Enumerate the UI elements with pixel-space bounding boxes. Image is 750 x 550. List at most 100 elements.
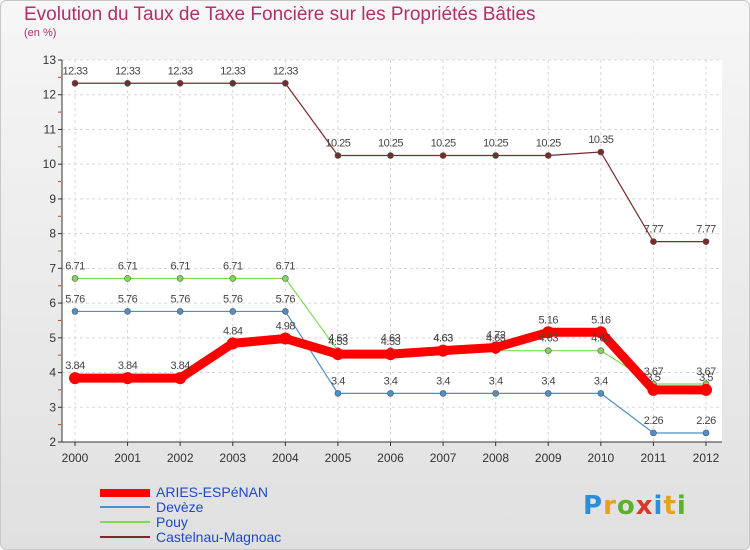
data-point [71,308,79,315]
data-point [542,326,555,339]
data-label: 3.4 [489,375,503,387]
y-tick-label: 4 [49,366,56,380]
data-label: 2.26 [696,415,716,427]
legend-label-aries: ARIES-ESPéNAN [156,484,269,500]
data-point [176,308,184,315]
legend-swatch-castelnau [100,536,150,538]
data-label: 3.5 [699,372,713,384]
data-point [331,348,344,361]
data-point [489,341,502,354]
data-label: 6.71 [223,260,243,272]
data-label: 4.63 [433,333,453,345]
y-tick-label: 8 [49,227,56,241]
chart-title: Evolution du Taux de Taxe Foncière sur l… [24,4,536,25]
y-tick-label: 6 [49,296,56,310]
legend-label-castelnau: Castelnau-Magnoac [156,529,282,545]
data-label: 12.33 [168,65,193,77]
y-tick-label: 10 [43,157,57,171]
x-tick-label: 2007 [430,451,457,465]
data-label: 10.35 [588,134,613,146]
data-label: 4.63 [539,333,559,345]
y-tick-label: 12 [43,88,57,102]
legend-label-pouy: Pouy [156,514,188,530]
data-label: 10.25 [431,138,456,150]
data-label: 4.53 [328,336,348,348]
legend-label-deveze: Devèze [156,499,204,515]
data-label: 12.33 [115,65,140,77]
data-point [437,344,450,357]
data-label: 5.76 [65,293,85,305]
data-point [597,148,605,156]
legend-item-pouy: Pouy [100,515,360,530]
data-label: 3.84 [170,360,190,372]
data-point [544,390,552,397]
data-label: 5.76 [170,293,190,305]
data-point [334,390,342,397]
data-label: 12.33 [62,65,87,77]
x-tick-label: 2004 [272,451,299,465]
data-label: 3.4 [384,375,398,387]
legend-swatch-deveze [100,506,150,508]
data-point [650,429,657,437]
proxiti-logo: Proxiti [583,491,687,521]
data-label: 5.16 [591,314,611,326]
data-label: 7.77 [696,224,716,236]
data-point [492,390,499,397]
x-tick-label: 2000 [62,451,89,465]
data-point [439,152,447,159]
x-tick-label: 2003 [219,451,246,465]
data-label: 3.84 [65,360,85,372]
x-tick-label: 2002 [167,451,194,465]
data-label: 2.26 [644,415,664,427]
data-point [387,152,394,159]
data-point [176,275,184,282]
data-point [384,348,397,361]
data-point [279,332,292,345]
data-label: 4.63 [486,333,506,345]
data-point [544,152,552,159]
data-point [597,347,605,354]
data-label: 10.25 [325,138,350,150]
data-point [71,275,79,282]
data-point [174,372,187,385]
data-label: 3.5 [647,372,661,384]
data-point [282,308,289,315]
y-tick-label: 5 [49,331,56,345]
chart-subtitle: (en %) [24,27,57,39]
x-tick-label: 2012 [693,451,720,465]
legend-item-deveze: Devèze [100,500,360,515]
data-point [124,79,131,87]
data-label: 5.76 [118,293,138,305]
data-label: 4.63 [433,333,453,345]
x-tick-label: 2009 [535,451,562,465]
data-label: 5.76 [276,293,296,305]
data-label: 3.4 [541,375,555,387]
data-point [544,347,552,354]
data-label: 10.25 [483,138,508,150]
data-point [334,152,342,159]
data-point [71,79,79,87]
x-tick-label: 2008 [482,451,509,465]
y-tick-label: 13 [43,53,57,67]
legend-swatch-aries [100,489,150,497]
data-point [597,390,605,397]
legend: ARIES-ESPéNAN Devèze Pouy Castelnau-Magn… [100,485,360,545]
data-point [439,390,447,397]
legend-item-castelnau: Castelnau-Magnoac [100,530,360,545]
data-label: 4.84 [223,325,243,337]
data-point [594,326,607,339]
data-point [387,390,394,397]
data-label: 12.33 [220,65,245,77]
data-point [492,152,499,159]
x-tick-label: 2006 [377,451,404,465]
data-point [69,372,81,385]
y-tick-label: 7 [49,261,56,275]
data-label: 6.71 [118,260,138,272]
data-label: 7.77 [644,224,664,236]
data-point [702,429,710,437]
data-point [229,79,237,87]
data-label: 5.76 [223,293,243,305]
legend-swatch-pouy [100,521,150,523]
data-point [176,79,184,87]
